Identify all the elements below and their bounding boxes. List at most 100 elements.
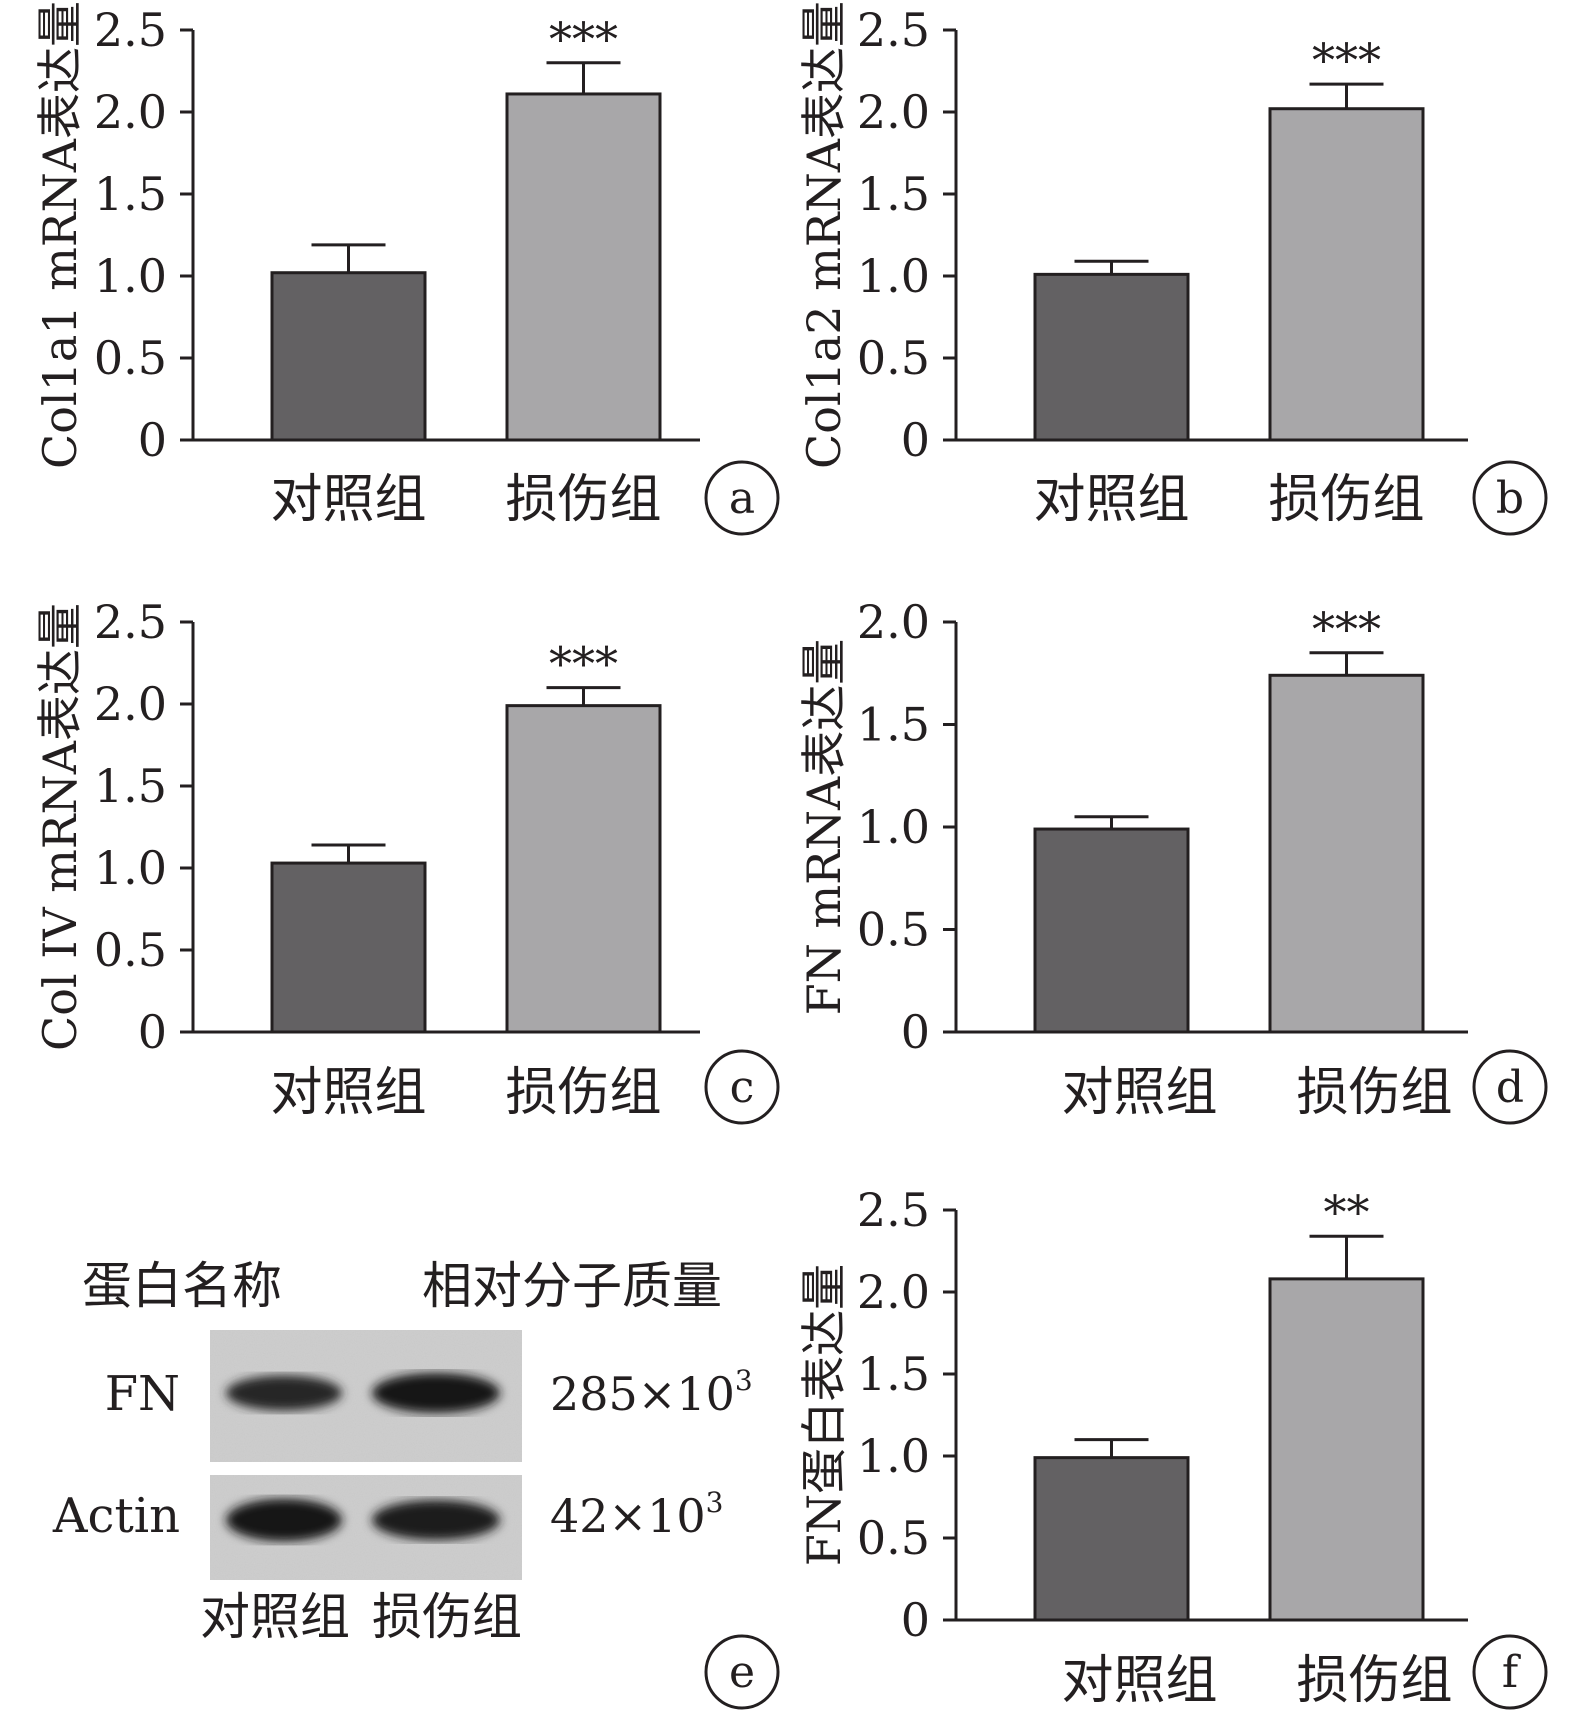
panel-f-y-tick-label: 1.5 — [857, 1347, 930, 1401]
panel-a-error-bar-control — [311, 243, 386, 273]
panel-f-y-tick-label: 0 — [901, 1593, 930, 1647]
panel-a-y-tick-label: 1.0 — [94, 249, 167, 303]
panel-b-category-label-injury: 损伤组 — [1268, 470, 1424, 530]
blot-band-actin-injury — [372, 1500, 500, 1540]
panel-b-y-tick-label: 0.5 — [857, 331, 930, 385]
panel-a-significance-marker: *** — [549, 12, 618, 66]
panel-d-y-tick-label: 1.5 — [857, 698, 930, 752]
blot-mw-actin: 42×103 — [550, 1486, 723, 1543]
panel-a-letter: a — [729, 473, 755, 524]
panel-f-bar-injury — [1268, 1277, 1425, 1622]
blot-row-label-fn: FN — [105, 1366, 180, 1422]
panel-a-category-label-control: 对照组 — [270, 470, 426, 530]
blot-band-actin-control — [226, 1498, 342, 1542]
panel-b-bar-injury — [1268, 107, 1425, 442]
blot-mw-actin-base: 42×10 — [550, 1489, 706, 1543]
panel-a-category-label-injury: 损伤组 — [505, 470, 661, 530]
panel-a-y-tick-label: 0 — [138, 413, 167, 467]
panel-d-chart: 对照组 *** 损伤组 0 0.5 1.0 1.5 2.0FN mRNA表达量 d — [797, 595, 1548, 1125]
panel-f-category-label-control: 对照组 — [1061, 1651, 1217, 1711]
panel-b-letter-circle — [1472, 460, 1548, 536]
panel-d-significance-marker: *** — [1312, 602, 1381, 656]
panel-b-y-tick-label: 2.0 — [857, 85, 930, 139]
panel-f-y-tick-label: 2.5 — [857, 1183, 930, 1237]
panel-d-y-tick-label: 2.0 — [857, 595, 930, 649]
panel-f-y-tick-label: 2.0 — [857, 1265, 930, 1319]
panel-letter-e: e — [729, 1647, 755, 1698]
panel-c-y-tick-label: 1.0 — [94, 841, 167, 895]
panel-c-category-label-injury: 损伤组 — [505, 1063, 661, 1123]
panel-b-y-tick-label: 1.5 — [857, 167, 930, 221]
panel-b-category-label-control: 对照组 — [1033, 470, 1189, 530]
blot-band-fn-control — [226, 1375, 342, 1411]
panel-d-y-axis-label: FN mRNA表达量 — [797, 639, 851, 1016]
panel-a-bar-injury — [505, 92, 662, 442]
blot-mw-fn-base: 285×10 — [550, 1367, 735, 1421]
blot-header-protein-name: 蛋白名称 — [82, 1257, 282, 1315]
panel-d-bar-injury — [1268, 673, 1425, 1034]
panel-c-y-tick-label: 2.0 — [94, 677, 167, 731]
panel-a-y-tick-label: 2.0 — [94, 85, 167, 139]
panel-a-y-axis-label: Col1a1 mRNA表达量 — [33, 1, 87, 469]
panel-b-y-axis-label: Col1a2 mRNA表达量 — [797, 1, 851, 469]
blot-lane-label-control: 对照组 — [200, 1588, 350, 1646]
blot-row-label-actin: Actin — [52, 1488, 180, 1544]
panel-f-letter-circle — [1472, 1634, 1548, 1710]
panel-b-y-tick-label: 1.0 — [857, 249, 930, 303]
blot-header-molecular-mass: 相对分子质量 — [422, 1257, 722, 1315]
panel-f-y-tick-label: 0.5 — [857, 1511, 930, 1565]
panel-d-error-bar-injury — [1309, 651, 1384, 676]
panel-d-category-label-injury: 损伤组 — [1296, 1063, 1452, 1123]
panel-d-category-label-control: 对照组 — [1061, 1063, 1217, 1123]
panel-f-y-tick-label: 1.0 — [857, 1429, 930, 1483]
panel-f-y-axis-label: FN蛋白表达量 — [797, 1264, 851, 1566]
blot-mw-actin-exponent: 3 — [706, 1486, 724, 1519]
panel-b-y-tick-label: 2.5 — [857, 3, 930, 57]
panel-d-y-tick-label: 0.5 — [857, 903, 930, 957]
blot-lane-label-injury: 损伤组 — [372, 1588, 522, 1646]
panel-f-error-bar-injury — [1309, 1234, 1384, 1279]
panel-f-category-label-injury: 损伤组 — [1296, 1651, 1452, 1711]
panel-f-significance-marker: ** — [1324, 1185, 1370, 1239]
panel-b-bar-control — [1033, 272, 1190, 442]
blot-mw-fn: 285×103 — [550, 1364, 753, 1421]
blot-band-fn-injury — [372, 1373, 500, 1413]
panel-c-y-tick-label: 0.5 — [94, 923, 167, 977]
panel-c-bar-control — [270, 861, 427, 1034]
panel-a-y-tick-label: 1.5 — [94, 167, 167, 221]
panel-b-error-bar-injury — [1309, 82, 1384, 109]
panel-c-error-bar-injury — [546, 686, 621, 706]
panel-d-y-tick-label: 1.0 — [857, 800, 930, 854]
panel-b-y-tick-label: 0 — [901, 413, 930, 467]
panel-letter-circle-e — [704, 1634, 780, 1710]
panel-c-letter-circle — [704, 1049, 780, 1125]
panel-c-bar-injury — [505, 704, 662, 1034]
panel-c-y-tick-label: 0 — [138, 1005, 167, 1059]
panel-d-error-bar-control — [1074, 815, 1149, 830]
panel-b-significance-marker: *** — [1312, 33, 1381, 87]
panel-d-letter-circle — [1472, 1049, 1548, 1125]
panel-f-letter: f — [1502, 1647, 1521, 1698]
panel-c-y-tick-label: 1.5 — [94, 759, 167, 813]
panel-b-error-bar-control — [1074, 259, 1149, 275]
panel-c-category-label-control: 对照组 — [270, 1063, 426, 1123]
panel-f-error-bar-control — [1074, 1438, 1149, 1458]
panel-c-y-tick-label: 2.5 — [94, 595, 167, 649]
panel-a-letter-circle — [704, 460, 780, 536]
panel-a-error-bar-injury — [546, 61, 621, 94]
panel-a-bar-control — [270, 271, 427, 442]
panel-a-y-tick-label: 0.5 — [94, 331, 167, 385]
panel-f-bar-control — [1033, 1456, 1190, 1622]
panel-a-y-tick-label: 2.5 — [94, 3, 167, 57]
blot-bands — [226, 1373, 500, 1542]
panel-c-significance-marker: *** — [549, 637, 618, 691]
panel-c-y-axis-label: Col IV mRNA表达量 — [33, 603, 87, 1051]
blot-mw-fn-exponent: 3 — [735, 1364, 753, 1397]
panel-c-letter: c — [730, 1062, 755, 1113]
panel-c-error-bar-control — [311, 843, 386, 864]
